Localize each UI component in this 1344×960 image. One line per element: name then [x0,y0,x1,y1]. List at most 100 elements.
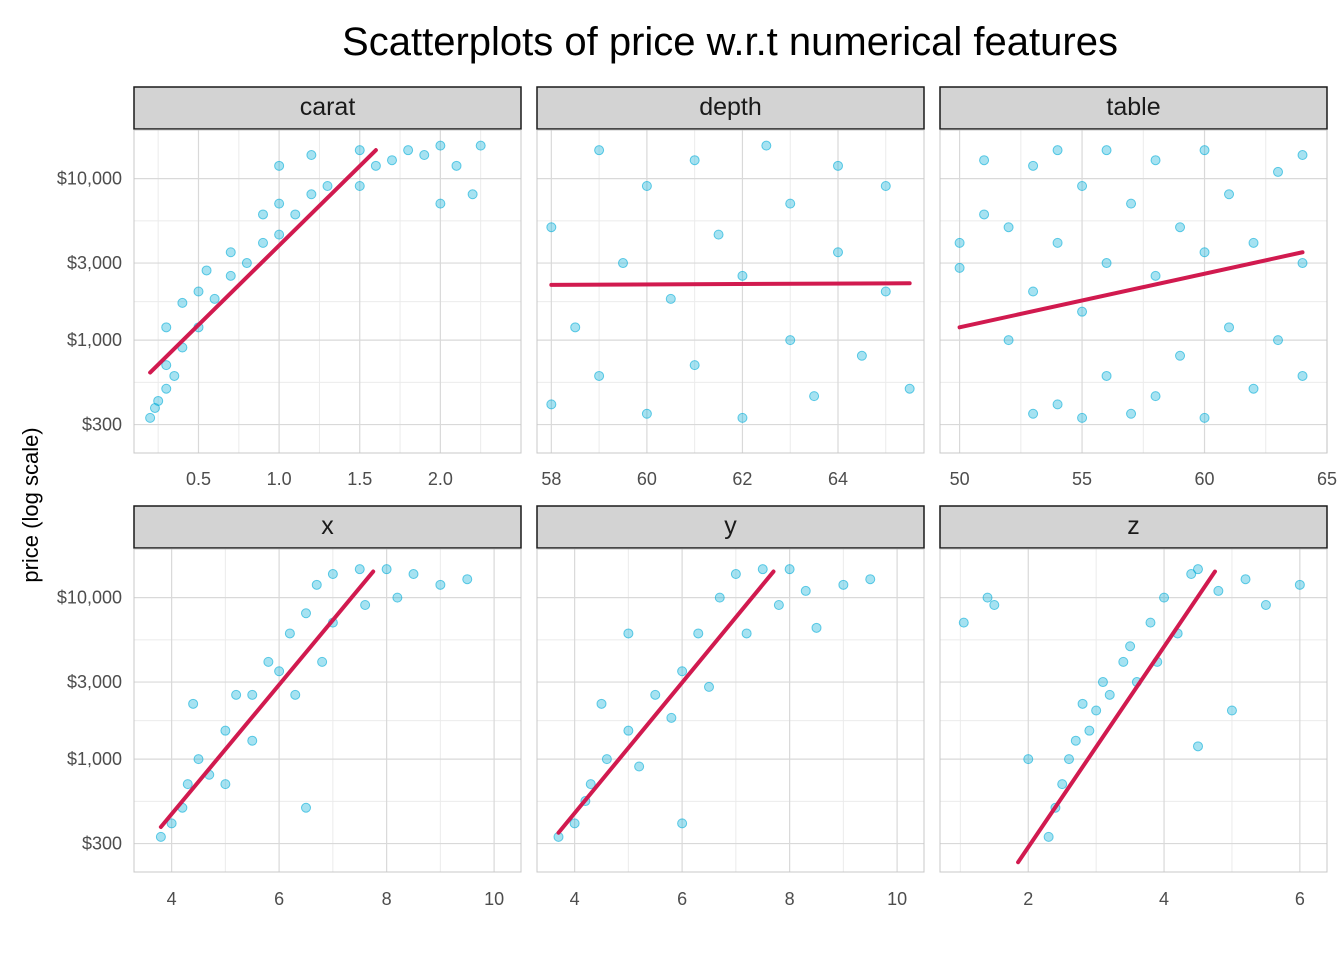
data-point [689,155,700,166]
data-point [865,574,876,585]
data-point [666,712,677,723]
x-tick-label: 6 [1295,889,1305,909]
x-tick-label: 4 [1159,889,1169,909]
data-point [880,286,891,297]
data-point [1101,145,1112,156]
data-point [161,322,172,333]
data-point [1240,574,1251,585]
data-point [354,564,365,575]
facet-strip [939,505,1328,549]
x-tick-label: 62 [732,469,752,489]
x-tick-label: 55 [1072,469,1092,489]
data-point [231,689,242,700]
data-point [569,818,580,829]
y-tick-label: $10,000 [57,169,122,189]
data-point [833,160,843,171]
y-axis-label: price (log scale) [18,427,43,582]
data-point [247,735,258,746]
data-point [594,370,605,381]
y-tick-label: $10,000 [57,588,122,608]
data-point [1070,735,1081,746]
x-tick-label: 4 [167,889,177,909]
data-point [800,585,811,596]
data-point [1077,698,1088,709]
panel-border [939,548,1328,873]
data-point [1199,247,1210,258]
trend-line [158,569,376,829]
data-point [435,140,446,151]
data-point [1091,705,1102,716]
data-point [381,564,392,575]
x-tick-label: 2.0 [428,469,453,489]
facet-strip-label: z [1127,512,1140,540]
x-tick-label: 8 [382,889,392,909]
data-point [737,270,748,281]
data-point [1145,617,1156,628]
x-tick-label: 60 [637,469,657,489]
x-tick-label: 10 [484,889,504,909]
data-point [1150,270,1161,281]
data-point [161,360,172,371]
data-point [714,592,725,603]
data-point [1125,641,1136,652]
data-point [1126,408,1137,419]
data-point [1199,145,1210,156]
data-point [274,198,285,209]
panel-border [536,129,925,454]
y-tick-label: $3,000 [67,672,122,692]
data-point [1150,155,1161,166]
data-point [641,181,652,192]
data-point [1052,399,1063,410]
trend-line [957,250,1305,330]
data-point [145,412,156,423]
data-point [989,600,1000,611]
data-point [258,209,268,220]
data-point [618,258,628,269]
x-tick-label: 58 [541,469,561,489]
y-tick-label: $1,000 [67,749,122,769]
data-point [360,600,371,611]
facet-strip-label: x [321,512,334,540]
data-point [1028,160,1039,171]
facet-strip-label: y [724,512,737,540]
data-point [290,689,301,700]
data-point [761,140,772,151]
data-point [1175,222,1186,233]
data-point [838,579,849,590]
panel-x: x 4 6 8 10 $300 $1,000 $3,000 $10,000 [57,505,522,909]
panel-border [536,548,925,873]
data-point [166,818,177,829]
data-point [475,140,486,151]
panel-y: y 4 6 8 10 [536,505,925,909]
data-point [209,293,220,304]
data-point [689,360,700,371]
data-point [161,383,172,394]
panel-z: z 2 4 6 [939,505,1328,909]
data-point [1118,656,1129,667]
data-point [1248,237,1259,248]
data-point [785,335,796,346]
data-point [317,656,328,667]
data-point [274,229,285,240]
data-point [1224,189,1235,200]
x-tick-label: 2 [1023,889,1033,909]
data-point [594,145,605,156]
data-point [370,160,381,171]
data-point [546,222,557,233]
x-tick-label: 1.5 [347,469,372,489]
data-point [311,579,322,590]
data-point [809,391,820,402]
data-point [182,779,193,790]
chart-title: Scatterplots of price w.r.t numerical fe… [342,20,1118,64]
data-point [263,656,274,667]
data-point [677,818,688,829]
data-point [1159,592,1170,603]
data-point [954,262,965,273]
x-tick-label: 10 [887,889,907,909]
data-point [773,600,784,611]
data-point [982,592,993,603]
x-tick-label: 6 [677,889,687,909]
data-point [596,698,607,709]
